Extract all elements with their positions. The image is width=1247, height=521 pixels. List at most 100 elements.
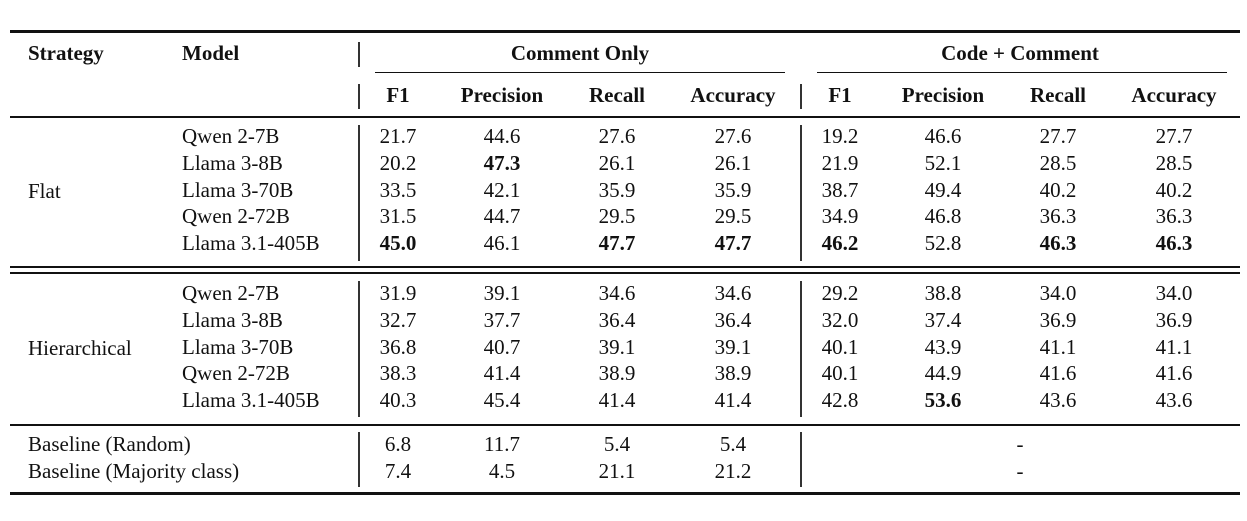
column-separator	[358, 84, 360, 109]
table-cell: 46.8	[924, 204, 962, 229]
header-group-code-comment: Code + Comment	[941, 41, 1099, 65]
table-cell: 21.7	[379, 124, 417, 148]
baseline-code-comment-value: -	[1016, 459, 1024, 483]
table-cell: 36.4	[598, 307, 636, 332]
baseline-cell: 5.4	[719, 432, 747, 456]
table-cell: 47.7	[714, 231, 752, 256]
table-cell: 43.6	[1155, 388, 1193, 413]
strategy-label: Flat	[28, 179, 61, 203]
table-cell: 34.6	[714, 281, 752, 305]
baseline-cell: 21.1	[598, 459, 636, 483]
table-cell: 40.2	[1039, 177, 1077, 202]
table-cell: 40.1	[821, 334, 859, 359]
table-cell: 39.1	[483, 281, 521, 305]
table-cell: 41.1	[1039, 334, 1077, 359]
column-separator	[358, 42, 360, 67]
table-cell: 41.4	[714, 388, 752, 413]
header-metric: F1	[386, 83, 410, 107]
table-cell: 37.7	[483, 307, 521, 332]
table-cell: 35.9	[714, 177, 752, 202]
table-cell: 36.8	[379, 334, 417, 359]
table-cell: 33.5	[379, 177, 417, 202]
baseline-cell: 4.5	[488, 459, 516, 483]
table-cell: 36.9	[1155, 307, 1193, 332]
table-cell: 26.1	[714, 150, 752, 175]
table-cell: 31.9	[379, 281, 417, 305]
header-group-comment-only: Comment Only	[510, 41, 650, 65]
table-cell: 36.3	[1155, 204, 1193, 229]
table-cell: 29.5	[598, 204, 636, 229]
table-cell: 31.5	[379, 204, 417, 229]
column-separator	[800, 432, 802, 487]
table-cell: 49.4	[924, 177, 962, 202]
column-separator	[800, 84, 802, 109]
table-cell: 40.1	[821, 361, 859, 386]
column-separator	[800, 281, 802, 417]
column-separator	[358, 432, 360, 487]
column-separator	[800, 125, 802, 261]
model-name: Llama 3-70B	[182, 177, 294, 202]
table-cell: 38.9	[714, 361, 752, 386]
table-cell: 46.1	[483, 231, 521, 256]
table-cell: 32.0	[821, 307, 859, 332]
table-cell: 52.1	[924, 150, 962, 175]
header-metric: F1	[828, 83, 852, 107]
model-name: Qwen 2-7B	[182, 281, 280, 305]
column-separator	[358, 281, 360, 417]
baseline-cell: 6.8	[384, 432, 412, 456]
baseline-label: Baseline (Majority class)	[28, 459, 240, 483]
table-cell: 28.5	[1155, 150, 1193, 175]
model-name: Qwen 2-72B	[182, 204, 290, 229]
table-cell: 45.0	[379, 231, 417, 256]
table-cell: 46.2	[821, 231, 859, 256]
table-cell: 32.7	[379, 307, 417, 332]
table-cell: 41.6	[1039, 361, 1077, 386]
table-cell: 40.2	[1155, 177, 1193, 202]
group-rule-code-comment	[817, 72, 1227, 73]
table-cell: 41.6	[1155, 361, 1193, 386]
table-cell: 41.4	[483, 361, 521, 386]
table-cell: 44.9	[924, 361, 962, 386]
table-cell: 41.1	[1155, 334, 1193, 359]
table-cell: 38.8	[924, 281, 962, 305]
table-cell: 34.0	[1039, 281, 1077, 305]
header-metric: Accuracy	[1131, 83, 1217, 107]
header-metric: Precision	[901, 83, 985, 107]
table-cell: 26.1	[598, 150, 636, 175]
table-cell: 46.3	[1039, 231, 1077, 256]
table-cell: 39.1	[714, 334, 752, 359]
header-rule	[10, 116, 1240, 118]
section-double-rule-top	[10, 266, 1240, 268]
table-cell: 36.3	[1039, 204, 1077, 229]
table-cell: 40.7	[483, 334, 521, 359]
table-cell: 39.1	[598, 334, 636, 359]
header-strategy: Strategy	[28, 41, 104, 65]
baseline-cell: 21.2	[714, 459, 752, 483]
table-cell: 41.4	[598, 388, 636, 413]
table-cell: 46.3	[1155, 231, 1193, 256]
table-cell: 35.9	[598, 177, 636, 202]
table-cell: 36.4	[714, 307, 752, 332]
model-name: Llama 3-8B	[182, 307, 283, 332]
table-cell: 37.4	[924, 307, 962, 332]
table-cell: 34.0	[1155, 281, 1193, 305]
table-cell: 27.7	[1155, 124, 1193, 148]
top-rule	[10, 30, 1240, 33]
table-cell: 38.7	[821, 177, 859, 202]
header-metric: Recall	[1030, 83, 1086, 107]
table-cell: 34.6	[598, 281, 636, 305]
table-cell: 28.5	[1039, 150, 1077, 175]
baseline-rule	[10, 424, 1240, 426]
table-cell: 38.9	[598, 361, 636, 386]
table-cell: 27.6	[598, 124, 636, 148]
table-cell: 40.3	[379, 388, 417, 413]
table-cell: 43.6	[1039, 388, 1077, 413]
baseline-cell: 11.7	[484, 432, 520, 456]
table-cell: 44.6	[483, 124, 521, 148]
section-double-rule-bottom	[10, 272, 1240, 274]
table-cell: 21.9	[821, 150, 859, 175]
table-cell: 53.6	[924, 388, 962, 413]
table-cell: 47.3	[483, 150, 521, 175]
baseline-cell: 5.4	[603, 432, 631, 456]
header-metric: Precision	[460, 83, 544, 107]
